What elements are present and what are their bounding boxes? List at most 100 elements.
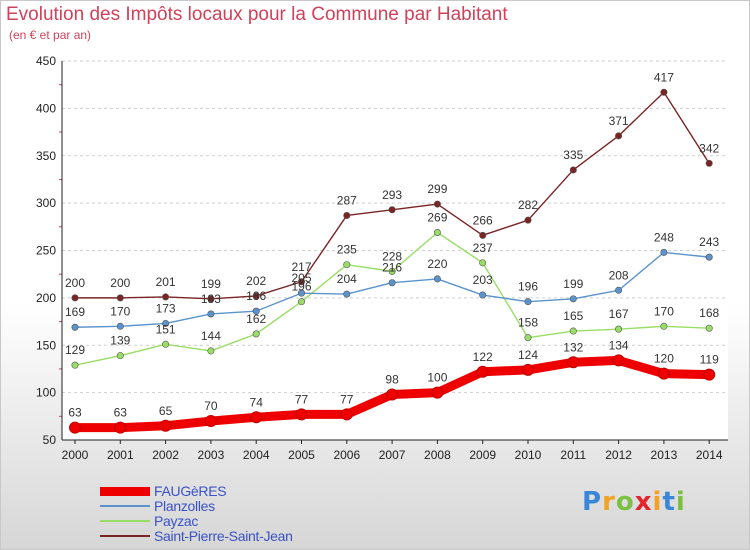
data-point — [162, 340, 170, 348]
data-label: 282 — [518, 198, 538, 212]
data-label: 183 — [201, 292, 221, 306]
data-point — [388, 279, 396, 287]
data-point — [207, 295, 215, 303]
data-label: 205 — [291, 271, 311, 285]
logo-letter: i — [675, 487, 686, 517]
data-point — [204, 415, 217, 428]
data-label: 202 — [246, 274, 266, 288]
logo-letter: i — [652, 487, 663, 517]
x-tick-label: 2005 — [288, 448, 315, 462]
data-point — [250, 411, 263, 424]
data-point — [159, 419, 172, 432]
data-point — [705, 324, 713, 332]
data-point — [569, 327, 577, 335]
legend-item-faugeres: FAUGèRES — [100, 483, 360, 499]
data-point — [615, 325, 623, 333]
x-tick-label: 2007 — [379, 448, 406, 462]
y-tick-label: 250 — [36, 244, 56, 258]
logo-letter: P — [582, 487, 603, 517]
proxiti-logo: Proxiti — [582, 487, 686, 517]
data-point — [615, 286, 623, 294]
data-point — [343, 211, 351, 219]
data-label: 65 — [159, 404, 173, 418]
data-point — [705, 159, 713, 167]
data-label: 151 — [156, 322, 176, 336]
data-label: 119 — [700, 353, 719, 367]
x-tick-label: 2013 — [651, 448, 678, 462]
x-tick-label: 2014 — [696, 448, 723, 462]
legend-swatch-planzolles — [100, 505, 150, 507]
data-label: 63 — [68, 406, 82, 420]
data-point — [162, 293, 170, 301]
y-tick-label: 50 — [43, 433, 57, 447]
data-point — [297, 289, 305, 297]
data-point — [479, 259, 487, 267]
data-label: 77 — [340, 392, 354, 406]
data-label: 139 — [110, 334, 130, 348]
data-point — [71, 361, 79, 369]
x-tick-label: 2012 — [605, 448, 632, 462]
data-label: 371 — [609, 114, 629, 128]
data-point — [340, 408, 353, 421]
x-tick-label: 2000 — [62, 448, 89, 462]
data-label: 237 — [473, 241, 493, 255]
x-tick-label: 2003 — [198, 448, 225, 462]
data-label: 248 — [654, 230, 674, 244]
data-label: 63 — [114, 406, 128, 420]
data-point — [252, 307, 260, 315]
data-point — [612, 354, 625, 367]
data-point — [433, 200, 441, 208]
data-point — [162, 319, 170, 327]
legend-swatch-saint-pierre — [100, 535, 150, 537]
data-label: 216 — [382, 261, 402, 275]
data-point — [116, 322, 124, 330]
y-tick-label: 100 — [36, 386, 56, 400]
data-label: 228 — [382, 249, 402, 263]
data-label: 168 — [699, 306, 719, 320]
data-label: 299 — [427, 182, 447, 196]
x-tick-label: 2011 — [560, 448, 586, 462]
data-point — [71, 323, 79, 331]
data-label: 70 — [204, 399, 218, 413]
data-label: 417 — [654, 70, 674, 84]
data-label: 196 — [291, 280, 311, 294]
legend-label-saint-pierre: Saint-Pierre-Saint-Jean — [154, 528, 293, 544]
data-point — [386, 388, 399, 401]
x-tick-label: 2004 — [243, 448, 270, 462]
x-tick-label: 2006 — [333, 448, 360, 462]
data-label: 243 — [699, 235, 719, 249]
data-label: 129 — [65, 343, 85, 357]
data-label: 293 — [382, 188, 402, 202]
data-label: 266 — [473, 213, 493, 227]
data-label: 220 — [427, 257, 447, 271]
data-label: 217 — [291, 260, 311, 274]
data-label: 134 — [609, 338, 629, 352]
data-label: 169 — [65, 305, 85, 319]
legend-swatch-faugeres — [100, 486, 150, 496]
data-label: 74 — [250, 395, 264, 409]
data-point — [660, 88, 668, 96]
data-point — [388, 206, 396, 214]
data-point — [567, 356, 580, 369]
data-point — [343, 261, 351, 269]
data-label: 201 — [156, 275, 176, 289]
data-point — [116, 294, 124, 302]
x-tick-label: 2001 — [107, 448, 134, 462]
data-label: 162 — [246, 312, 266, 326]
data-point — [69, 421, 81, 434]
data-point — [522, 363, 534, 376]
data-label: 165 — [563, 309, 583, 323]
data-point — [343, 290, 351, 298]
data-label: 132 — [563, 340, 583, 354]
data-label: 287 — [337, 193, 357, 207]
data-label: 208 — [609, 268, 629, 282]
data-label: 170 — [654, 304, 674, 318]
data-label: 204 — [337, 272, 357, 286]
y-tick-label: 200 — [36, 291, 56, 305]
logo-letter: t — [662, 487, 676, 517]
data-label: 170 — [110, 304, 130, 318]
legend-item-saint-pierre: Saint-Pierre-Saint-Jean — [100, 528, 360, 544]
data-label: 199 — [201, 277, 221, 291]
data-label: 98 — [385, 373, 399, 387]
